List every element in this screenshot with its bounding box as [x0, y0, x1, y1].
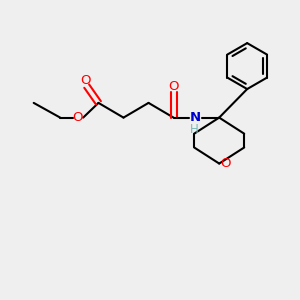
Text: H: H — [190, 124, 199, 136]
Text: O: O — [220, 157, 231, 170]
Text: N: N — [190, 111, 201, 124]
Text: O: O — [168, 80, 179, 93]
Text: O: O — [80, 74, 91, 87]
Text: O: O — [73, 111, 83, 124]
